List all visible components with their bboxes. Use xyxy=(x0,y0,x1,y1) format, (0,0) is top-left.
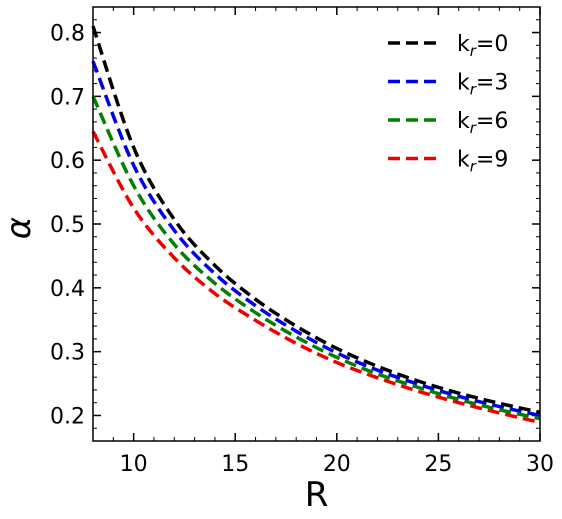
x-tick-label: 30 xyxy=(526,452,554,477)
x-tick-label: 25 xyxy=(424,452,452,477)
legend-label-3: kr=9 xyxy=(457,148,508,176)
legend-label-0: kr=0 xyxy=(457,32,508,60)
legend-label-1: kr=3 xyxy=(457,71,508,99)
series-line-3 xyxy=(91,130,541,425)
x-tick-labels: 10 15 20 25 30 xyxy=(120,452,554,477)
y-tick-label: 0.7 xyxy=(50,85,85,110)
y-tick-label: 0.5 xyxy=(50,213,85,238)
series-line-1 xyxy=(91,60,541,418)
y-tick-label: 0.2 xyxy=(50,404,85,429)
y-tick-labels: 0.2 0.3 0.4 0.5 0.6 0.7 0.8 xyxy=(50,22,85,430)
x-axis-label: R xyxy=(305,475,329,515)
y-tick-label: 0.6 xyxy=(50,149,85,174)
y-tick-label: 0.4 xyxy=(50,277,85,302)
series-line-0 xyxy=(91,25,541,414)
y-axis-label: α xyxy=(0,217,39,239)
y-tick-label: 0.8 xyxy=(50,22,85,47)
x-tick-label: 10 xyxy=(120,452,148,477)
series-line-2 xyxy=(91,95,541,421)
x-tick-label: 20 xyxy=(323,452,351,477)
x-tick-label: 15 xyxy=(221,452,249,477)
legend: kr=0 kr=3 kr=6 kr=9 xyxy=(388,32,508,176)
series-group xyxy=(91,25,541,425)
plot-frame xyxy=(92,6,541,442)
legend-label-2: kr=6 xyxy=(457,109,508,137)
y-tick-label: 0.3 xyxy=(50,341,85,366)
